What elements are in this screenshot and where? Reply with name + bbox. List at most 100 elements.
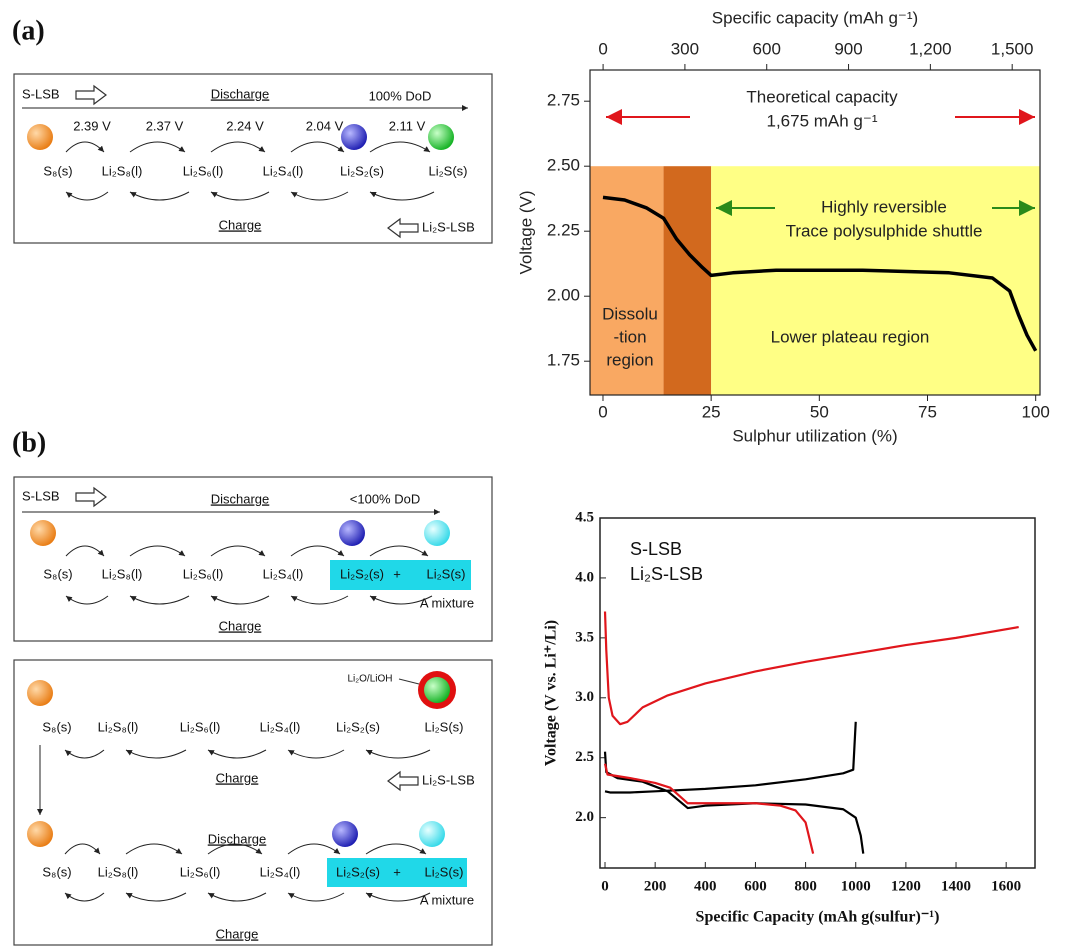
y-tick-label: 4.5: [575, 509, 594, 525]
y-tick-label: 2.0: [575, 809, 594, 825]
voltage-label: 2.39 V: [73, 118, 111, 133]
x-tick-label: 800: [794, 878, 817, 894]
annotation: Theoretical capacity: [746, 87, 898, 106]
x2-tick-label: 1,500: [991, 39, 1034, 58]
x-tick-label: 1600: [991, 878, 1021, 894]
x2-tick-label: 1,200: [909, 39, 952, 58]
species-label: S₈(s): [43, 566, 72, 581]
species-ball: [27, 680, 53, 706]
y-tick-label: 1.75: [547, 351, 580, 370]
x-tick-label: 0: [598, 402, 607, 421]
species-label: Li₂S(s): [429, 163, 468, 178]
x2-tick-label: 300: [671, 39, 699, 58]
annotation: 1,675 mAh g⁻¹: [766, 111, 877, 130]
x-tick-label: 600: [744, 878, 767, 894]
species-ball: [424, 520, 450, 546]
x-tick-label: 100: [1021, 402, 1049, 421]
species-label: Li₂S₈(l): [98, 719, 139, 734]
figure: (a) (b) S-LSB Discharge 100% DoD 2.39 V 2.37…: [0, 0, 1066, 952]
species-ball: [341, 124, 367, 150]
species-ball: [27, 821, 53, 847]
voltage-label: 2.37 V: [146, 118, 184, 133]
species-label: Li₂S₂(s): [336, 864, 380, 879]
species-label: Li₂S₄(l): [263, 163, 304, 178]
species-label: S₈(s): [42, 719, 71, 734]
x-tick-label: 0: [601, 878, 609, 894]
annotation: Lower plateau region: [771, 327, 930, 346]
annotation: -tion: [613, 327, 646, 346]
species-ball: [424, 677, 450, 703]
panel-label: (a): [12, 15, 45, 46]
x2-axis-title: Specific capacity (mAh g⁻¹): [712, 8, 918, 27]
x-tick-label: 1000: [841, 878, 871, 894]
species-label: Li₂S₆(l): [183, 566, 224, 581]
plus-label: +: [393, 566, 401, 581]
species-label: Li₂S(s): [427, 566, 466, 581]
species-label: Li₂S₆(l): [180, 864, 221, 879]
panel-label: (b): [12, 427, 46, 458]
voltage-label: 2.24 V: [226, 118, 264, 133]
reverse-label: Charge: [216, 770, 259, 785]
species-label: Li₂S(s): [425, 719, 464, 734]
battery-label: S-LSB: [22, 86, 60, 101]
species-label: Li₂S₆(l): [183, 163, 224, 178]
x-tick-label: 200: [644, 878, 667, 894]
annotation: Dissolu: [602, 304, 658, 323]
species-ball: [30, 520, 56, 546]
y-axis-title: Voltage (V): [516, 190, 535, 274]
depth-label: <100% DoD: [350, 491, 420, 506]
x-axis-title: Specific Capacity (mAh g(sulfur)⁻¹): [696, 909, 940, 926]
y-tick-label: 2.50: [547, 156, 580, 175]
y-tick-label: 2.00: [547, 286, 580, 305]
mixture-label: A mixture: [420, 892, 474, 907]
battery-label: Li₂S-LSB: [422, 219, 475, 234]
species-ball: [419, 821, 445, 847]
y-tick-label: 3.5: [575, 629, 594, 645]
species-label: Li₂S₆(l): [180, 719, 221, 734]
y-tick-label: 4.0: [575, 569, 594, 585]
species-ball: [428, 124, 454, 150]
y-axis-title: Voltage (V vs. Li⁺/Li): [543, 620, 560, 766]
line-series: [605, 722, 863, 854]
x-tick-label: 1200: [891, 878, 921, 894]
process-label: Discharge: [211, 491, 270, 506]
process-label: Discharge: [211, 86, 270, 101]
species-label: Li₂S₄(l): [263, 566, 304, 581]
depth-label: 100% DoD: [369, 88, 432, 103]
species-ball: [339, 520, 365, 546]
species-label: Li₂S₂(s): [336, 719, 380, 734]
reverse-label: Charge: [219, 217, 262, 232]
species-label: Li₂S₂(s): [340, 163, 384, 178]
species-label: Li₂S₄(l): [260, 864, 301, 879]
x-tick-label: 1400: [941, 878, 971, 894]
voltage-label: 2.04 V: [306, 118, 344, 133]
species-label: Li₂S₈(l): [102, 163, 143, 178]
species-label: Li₂S₄(l): [260, 719, 301, 734]
battery-label: S-LSB: [22, 488, 60, 503]
x-axis-title: Sulphur utilization (%): [732, 426, 897, 445]
y-tick-label: 2.5: [575, 749, 594, 765]
y-tick-label: 2.25: [547, 221, 580, 240]
line-series: [605, 611, 1019, 853]
species-label: Li₂S₂(s): [340, 566, 384, 581]
annotation: Trace polysulphide shuttle: [786, 221, 983, 240]
x-tick-label: 50: [810, 402, 829, 421]
battery-label: Li₂S-LSB: [422, 772, 475, 787]
species-label: Li₂S₈(l): [102, 566, 143, 581]
y-tick-label: 3.0: [575, 689, 594, 705]
reverse-label: Charge: [216, 926, 259, 941]
coating-label: Li₂O/LiOH: [347, 674, 392, 685]
y-tick-label: 2.75: [547, 91, 580, 110]
mixture-label: A mixture: [420, 595, 474, 610]
x2-tick-label: 900: [834, 39, 862, 58]
x2-tick-label: 600: [753, 39, 781, 58]
annotation: region: [606, 350, 653, 369]
annotation: Highly reversible: [821, 197, 947, 216]
species-label: S₈(s): [42, 864, 71, 879]
x-tick-label: 25: [702, 402, 721, 421]
species-label: Li₂S(s): [425, 864, 464, 879]
legend-label: S-LSB: [630, 539, 682, 559]
x-tick-label: 75: [918, 402, 937, 421]
reverse-label: Charge: [219, 618, 262, 633]
x-tick-label: 400: [694, 878, 717, 894]
